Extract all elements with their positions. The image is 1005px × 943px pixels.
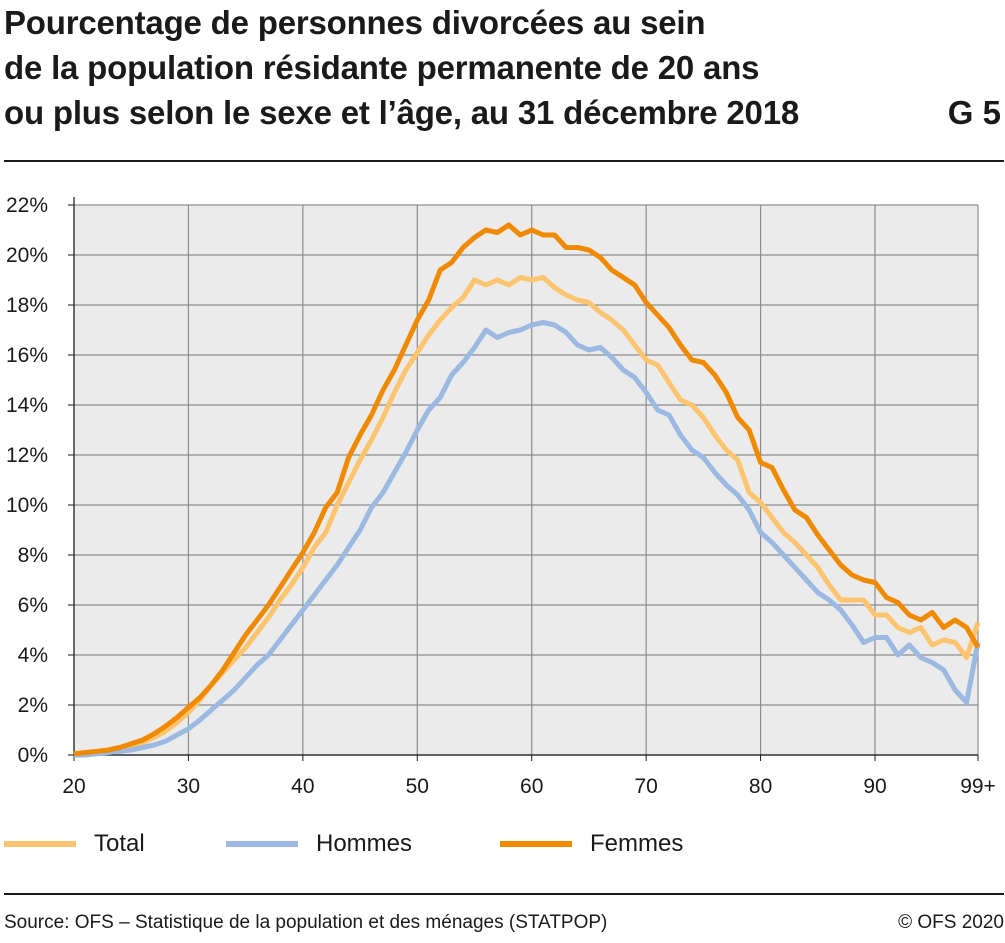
title-line-2: de la population résidante permanente de… [4,49,760,86]
x-tick-label: 30 [177,775,200,798]
legend-item-femmes: Femmes [500,826,683,862]
title-divider [4,160,1004,162]
y-tick-label: 20% [6,244,48,267]
x-tick-label: 90 [863,775,886,798]
title-line-1: Pourcentage de personnes divorcées au se… [4,4,706,41]
y-tick-label: 2% [18,694,48,717]
x-tick-label: 40 [291,775,314,798]
y-tick-label: 18% [6,294,48,317]
x-tick-label: 70 [634,775,657,798]
footer: Source: OFS – Statistique de la populati… [4,906,1004,940]
x-tick-label: 60 [520,775,543,798]
legend-swatch-hommes [226,841,298,847]
legend-label-total: Total [94,830,145,857]
legend-label-hommes: Hommes [316,830,413,857]
source-note: Source: OFS – Statistique de la populati… [4,912,608,933]
legend-item-hommes: Hommes [226,826,412,862]
x-tick-label-last: 99+ [960,775,996,798]
legend-label-femmes: Femmes [590,830,684,857]
y-tick-label: 6% [18,594,48,617]
y-tick-label: 10% [6,494,48,517]
y-tick-label: 0% [18,744,48,767]
line-chart: 0% 2% 4% 6% 8% 10% 12% 14% 16% 18% 20% 22% 20 30 40 50 6… [6,194,996,798]
legend-swatch-femmes [500,841,572,847]
x-tick-label: 50 [406,775,429,798]
footer-divider [4,893,1004,895]
series-line-femmes [73,222,981,757]
y-tick-label: 22% [6,194,48,217]
y-tick-label: 8% [18,544,48,567]
legend-item-total: Total [4,826,145,862]
plot-area [74,205,978,755]
x-tick-label: 80 [749,775,772,798]
series-line-hommes [74,320,981,758]
y-tick-label: 14% [6,394,48,417]
chart-title: Pourcentage de personnes divorcées au se… [4,0,1004,135]
legend-swatch-total [4,841,76,847]
y-tick-label: 16% [6,344,48,367]
copyright-note: © OFS 2020 [898,912,1004,933]
graphic-code: G 5 [947,94,1001,131]
y-tick-label: 4% [18,644,48,667]
title-line-3: ou plus selon le sexe et l’âge, au 31 dé… [4,94,800,131]
x-tick-label: 20 [62,775,85,798]
y-tick-label: 12% [6,444,48,467]
